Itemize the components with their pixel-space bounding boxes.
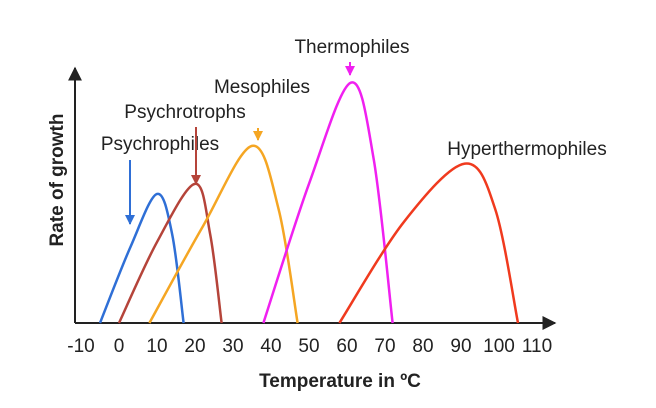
growth-curve xyxy=(117,182,223,324)
x-tick-label: 80 xyxy=(412,336,433,357)
y-axis-title: Rate of growth xyxy=(47,114,68,247)
growth-curve xyxy=(338,162,520,324)
x-tick-label: 10 xyxy=(146,336,167,357)
x-tick-label: 90 xyxy=(450,336,471,357)
x-tick-label: 110 xyxy=(522,336,552,357)
growth-curve xyxy=(98,192,185,324)
x-tick-label: 20 xyxy=(184,336,205,357)
series-label: Psychrotrophs xyxy=(124,102,245,123)
x-tick-label: -10 xyxy=(67,336,94,357)
growth-curve xyxy=(262,81,394,324)
x-tick-label: 70 xyxy=(374,336,395,357)
series-label: Thermophiles xyxy=(294,37,409,58)
x-tick-label: 0 xyxy=(114,336,125,357)
series-label: Psychrophiles xyxy=(101,134,219,155)
x-tick-label: 50 xyxy=(298,336,319,357)
series-label: Mesophiles xyxy=(214,77,310,98)
x-axis-title: Temperature in ºC xyxy=(259,371,421,392)
x-tick-label: 100 xyxy=(483,336,515,357)
x-tick-label: 30 xyxy=(222,336,243,357)
x-tick-label: 60 xyxy=(336,336,357,357)
series-label: Hyperthermophiles xyxy=(447,139,606,160)
x-tick-label: 40 xyxy=(260,336,281,357)
